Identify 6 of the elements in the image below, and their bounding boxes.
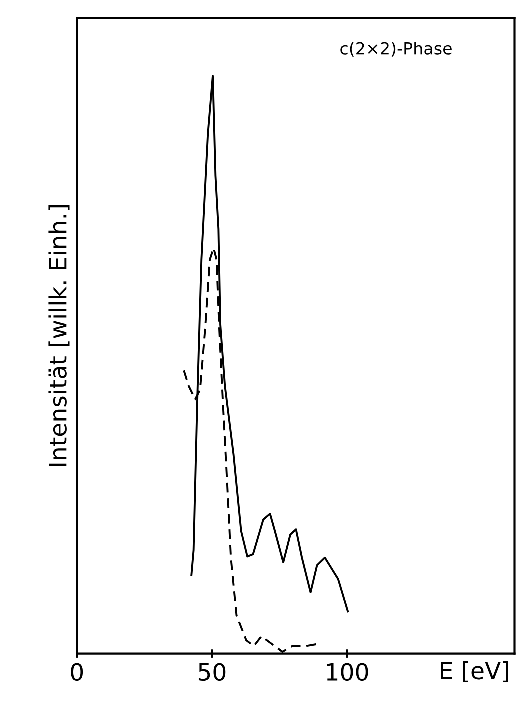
x-tick-label: 100 xyxy=(327,663,368,682)
x-axis-title: E [eV] xyxy=(441,661,508,682)
y-axis-title: Intensität [willk. Einh.] xyxy=(48,206,70,466)
text: c(2×2)-Phase xyxy=(340,42,452,57)
x-tick-label: 50 xyxy=(198,663,226,682)
x-tick-label: 0 xyxy=(71,663,84,682)
